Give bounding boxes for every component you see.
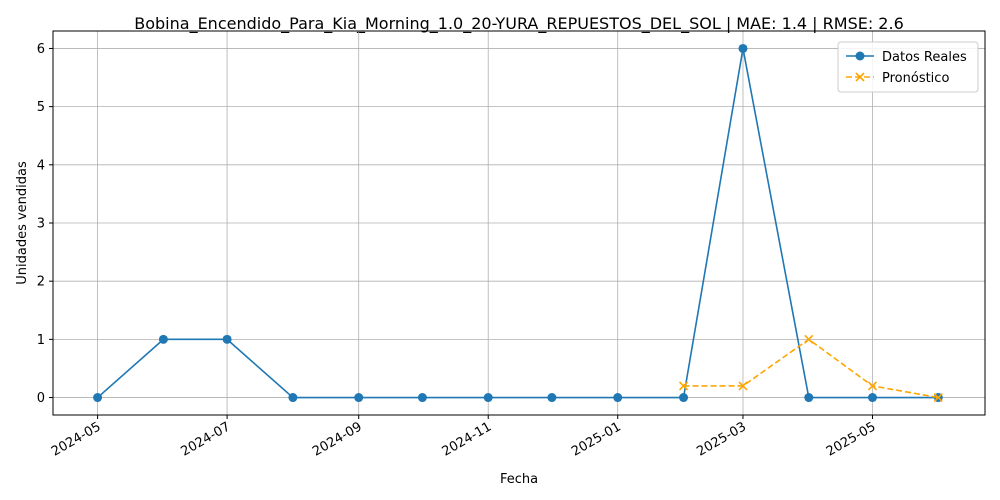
legend-label-real: Datos Reales xyxy=(882,50,967,65)
series-layer xyxy=(93,43,943,403)
y-tick-label: 3 xyxy=(37,217,45,232)
y-tick-label: 4 xyxy=(37,158,45,173)
data-point-real xyxy=(738,43,748,53)
data-point-forecast xyxy=(738,381,748,391)
data-point-real xyxy=(804,393,814,403)
legend-marker-forecast xyxy=(855,72,865,82)
x-tick-label: 2025-05 xyxy=(824,419,879,459)
data-point-real xyxy=(679,393,689,403)
series-line-0 xyxy=(97,47,939,399)
legend: Datos Reales Pronóstico xyxy=(837,41,979,93)
data-point-real xyxy=(222,334,232,344)
legend-box xyxy=(837,41,979,93)
y-axis: 0 1 2 3 4 5 6 xyxy=(37,42,53,406)
x-tick-label: 2024-07 xyxy=(179,419,234,459)
data-point-forecast xyxy=(678,381,689,391)
series-line-1 xyxy=(683,338,939,399)
y-tick-label: 1 xyxy=(37,333,45,348)
y-tick-label: 6 xyxy=(37,42,45,57)
y-axis-label: Unidades vendidas xyxy=(15,161,30,285)
data-point-real xyxy=(613,393,623,403)
data-point-real xyxy=(158,334,168,344)
x-tick-label: 2025-03 xyxy=(694,419,749,459)
x-tick-label: 2024-11 xyxy=(440,419,495,459)
y-tick-label: 5 xyxy=(37,100,45,115)
data-point-real xyxy=(547,393,557,403)
data-point-forecast xyxy=(804,334,814,344)
data-point-real xyxy=(354,393,364,403)
data-point-forecast xyxy=(867,381,878,391)
legend-label-forecast: Pronóstico xyxy=(882,71,949,86)
data-point-real xyxy=(417,393,427,403)
x-tick-label: 2024-05 xyxy=(49,419,104,459)
chart-title: Bobina_Encendido_Para_Kia_Morning_1.0_20… xyxy=(134,14,904,34)
data-point-real xyxy=(867,393,877,403)
y-tick-label: 2 xyxy=(37,275,45,290)
data-point-real xyxy=(483,393,493,403)
x-tick-label: 2024-09 xyxy=(310,419,365,459)
x-axis: 2024-05 2024-07 2024-09 2024-11 2025-01 2025-… xyxy=(49,415,878,460)
y-tick-label: 0 xyxy=(37,391,45,406)
data-point-real xyxy=(93,393,103,403)
data-point-real xyxy=(288,393,298,403)
x-tick-label: 2025-01 xyxy=(569,419,624,459)
data-point-forecast xyxy=(933,392,943,403)
legend-marker-real xyxy=(855,51,865,61)
x-axis-label: Fecha xyxy=(500,472,538,487)
